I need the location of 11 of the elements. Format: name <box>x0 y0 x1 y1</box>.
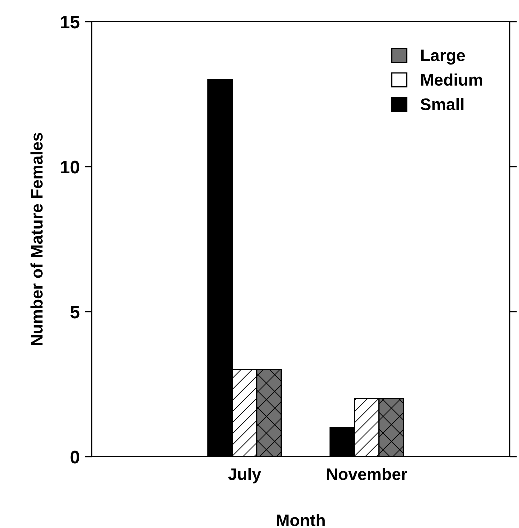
y-tick-label: 15 <box>61 16 80 29</box>
legend-label: Small <box>420 98 464 110</box>
y-tick-label: 0 <box>70 450 80 464</box>
legend-label: Medium <box>421 74 482 86</box>
y-tick-label: 10 <box>61 160 80 174</box>
x-axis-title: Month <box>277 514 325 526</box>
x-tick-label: July <box>228 468 262 484</box>
y-tick-label: 5 <box>70 306 80 319</box>
y-axis-title: Number of Mature Females <box>30 133 43 346</box>
legend-label: Large <box>421 50 466 65</box>
x-tick-label: November <box>327 468 408 480</box>
